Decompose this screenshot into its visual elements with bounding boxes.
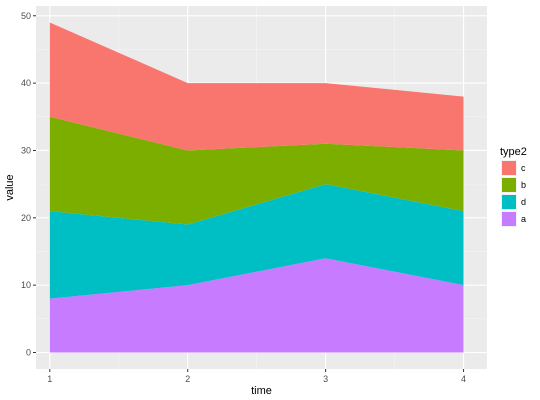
area-series-group [49,22,464,353]
x-tick-label: 1 [47,374,52,384]
area-series-c [49,22,464,151]
y-axis-title: value [4,174,16,200]
x-axis-title: time [251,385,272,397]
x-tick-label: 3 [323,374,328,384]
y-tick-label: 0 [26,348,31,358]
y-tick-label: 10 [21,280,31,290]
y-axis: 0 10 20 30 40 50 [21,11,36,358]
legend-label-c: c [521,163,526,173]
x-tick-label: 2 [185,374,190,384]
legend-label-a: a [521,214,526,224]
y-tick-label: 40 [21,78,31,88]
legend-label-d: d [521,197,526,207]
legend-swatch-b [502,178,516,192]
area-series-d [49,184,464,299]
x-tick-label: 4 [461,374,466,384]
x-axis: 1 2 3 4 [47,369,466,384]
legend-swatch-d [502,195,516,209]
legend-title: type2 [500,146,527,158]
area-series-a [49,258,464,353]
area-series-b [49,116,464,225]
legend-swatch-c [502,161,516,175]
y-tick-label: 30 [21,145,31,155]
y-tick-label: 20 [21,213,31,223]
legend-swatch-a [502,212,516,226]
legend-label-b: b [521,180,526,190]
y-tick-label: 50 [21,11,31,21]
